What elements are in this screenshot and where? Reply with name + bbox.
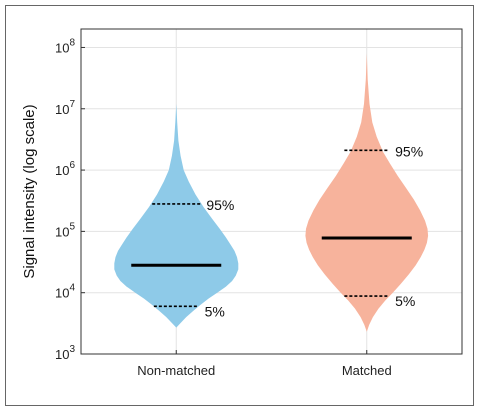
y-tick-label: 108 — [55, 37, 75, 55]
violin-non-matched — [114, 103, 239, 328]
percentile-marks: 95% 5% 95% 5% — [131, 143, 423, 319]
figure-frame: 95% 5% 95% 5% 103 104 105 106 107 108 Non-matched… — [5, 5, 474, 406]
y-tick-label: 103 — [55, 344, 75, 362]
y-axis-label: Signal intensity (log scale) — [21, 104, 38, 278]
y-tick-label: 104 — [55, 283, 75, 301]
violin-matched — [305, 53, 429, 332]
y-tick-label: 107 — [55, 99, 75, 117]
axis-ticks: 103 104 105 106 107 108 Non-matched Matched — [55, 37, 392, 378]
y-tick-label: 105 — [55, 221, 75, 239]
p5-label: 5% — [205, 303, 225, 319]
violin-chart: 95% 5% 95% 5% 103 104 105 106 107 108 Non-matched… — [21, 28, 463, 378]
x-tick-label: Matched — [342, 363, 392, 378]
plot-area-border — [80, 28, 463, 355]
x-tick-label: Non-matched — [137, 363, 215, 378]
y-tick-label: 106 — [55, 160, 75, 178]
violins — [114, 53, 429, 332]
p95-label: 95% — [395, 143, 423, 159]
p95-label: 95% — [206, 197, 234, 213]
p5-label: 5% — [395, 293, 415, 309]
